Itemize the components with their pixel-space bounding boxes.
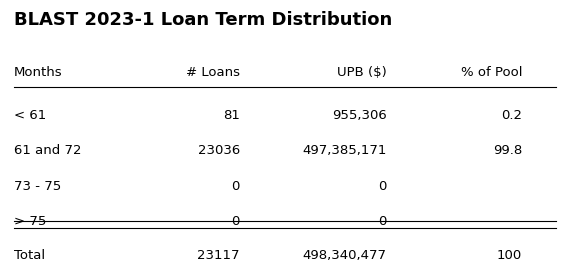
Text: 73 - 75: 73 - 75: [14, 179, 62, 193]
Text: 0: 0: [378, 215, 386, 228]
Text: 23036: 23036: [198, 144, 240, 157]
Text: 0: 0: [231, 215, 240, 228]
Text: 955,306: 955,306: [332, 109, 386, 122]
Text: 61 and 72: 61 and 72: [14, 144, 82, 157]
Text: 81: 81: [223, 109, 240, 122]
Text: 23117: 23117: [197, 249, 240, 262]
Text: BLAST 2023-1 Loan Term Distribution: BLAST 2023-1 Loan Term Distribution: [14, 11, 392, 29]
Text: Months: Months: [14, 66, 63, 79]
Text: % of Pool: % of Pool: [461, 66, 522, 79]
Text: > 75: > 75: [14, 215, 46, 228]
Text: 497,385,171: 497,385,171: [302, 144, 386, 157]
Text: 0: 0: [378, 179, 386, 193]
Text: 498,340,477: 498,340,477: [303, 249, 386, 262]
Text: Total: Total: [14, 249, 45, 262]
Text: 100: 100: [497, 249, 522, 262]
Text: UPB ($): UPB ($): [337, 66, 386, 79]
Text: < 61: < 61: [14, 109, 46, 122]
Text: 0: 0: [231, 179, 240, 193]
Text: # Loans: # Loans: [186, 66, 240, 79]
Text: 0.2: 0.2: [501, 109, 522, 122]
Text: 99.8: 99.8: [493, 144, 522, 157]
